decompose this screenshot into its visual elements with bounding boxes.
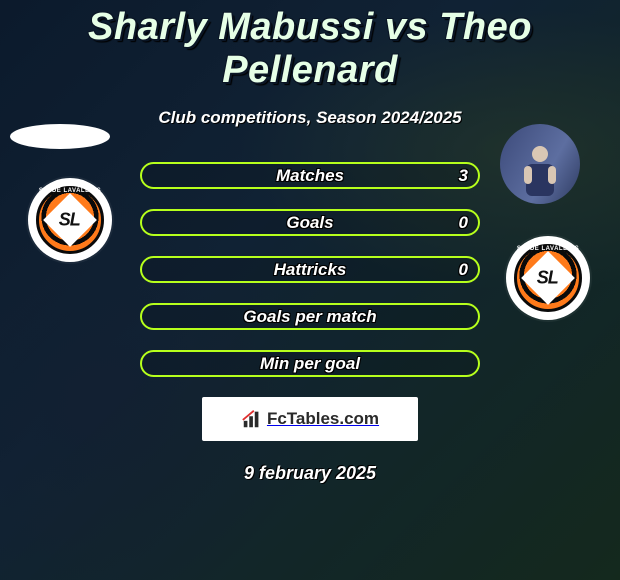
brand-text: FcTables.com bbox=[267, 409, 379, 429]
comparison-card: Sharly Mabussi vs Theo Pellenard Club co… bbox=[0, 0, 620, 484]
player-right-avatar bbox=[500, 124, 580, 204]
stat-row-min-per-goal: Min per goal bbox=[140, 350, 480, 377]
club-badge: STADE LAVALLOIS SL bbox=[28, 178, 112, 262]
player-right-club-badge: STADE LAVALLOIS SL bbox=[506, 236, 590, 320]
player-left-avatar bbox=[10, 124, 110, 149]
player-left-club-badge: STADE LAVALLOIS SL bbox=[28, 178, 112, 262]
avatar-placeholder bbox=[10, 124, 110, 149]
player-silhouette-icon bbox=[518, 142, 562, 204]
stat-label: Goals per match bbox=[243, 307, 376, 327]
club-initials: SL bbox=[537, 267, 558, 288]
brand-link[interactable]: FcTables.com bbox=[202, 397, 418, 441]
stat-label: Min per goal bbox=[260, 354, 360, 374]
stat-value-right: 0 bbox=[459, 260, 468, 280]
stat-row-matches: Matches 3 bbox=[140, 162, 480, 189]
club-initials: SL bbox=[59, 209, 80, 230]
stat-label: Matches bbox=[276, 166, 344, 186]
page-title: Sharly Mabussi vs Theo Pellenard bbox=[0, 0, 620, 92]
stat-value-right: 3 bbox=[459, 166, 468, 186]
club-badge: STADE LAVALLOIS SL bbox=[506, 236, 590, 320]
stat-label: Hattricks bbox=[274, 260, 347, 280]
stat-row-goals: Goals 0 bbox=[140, 209, 480, 236]
stat-label: Goals bbox=[286, 213, 333, 233]
stat-row-goals-per-match: Goals per match bbox=[140, 303, 480, 330]
avatar bbox=[500, 124, 580, 204]
bar-chart-icon bbox=[241, 408, 263, 430]
brand-box: FcTables.com bbox=[0, 397, 620, 441]
date: 9 february 2025 bbox=[0, 463, 620, 484]
stat-value-right: 0 bbox=[459, 213, 468, 233]
stat-row-hattricks: Hattricks 0 bbox=[140, 256, 480, 283]
